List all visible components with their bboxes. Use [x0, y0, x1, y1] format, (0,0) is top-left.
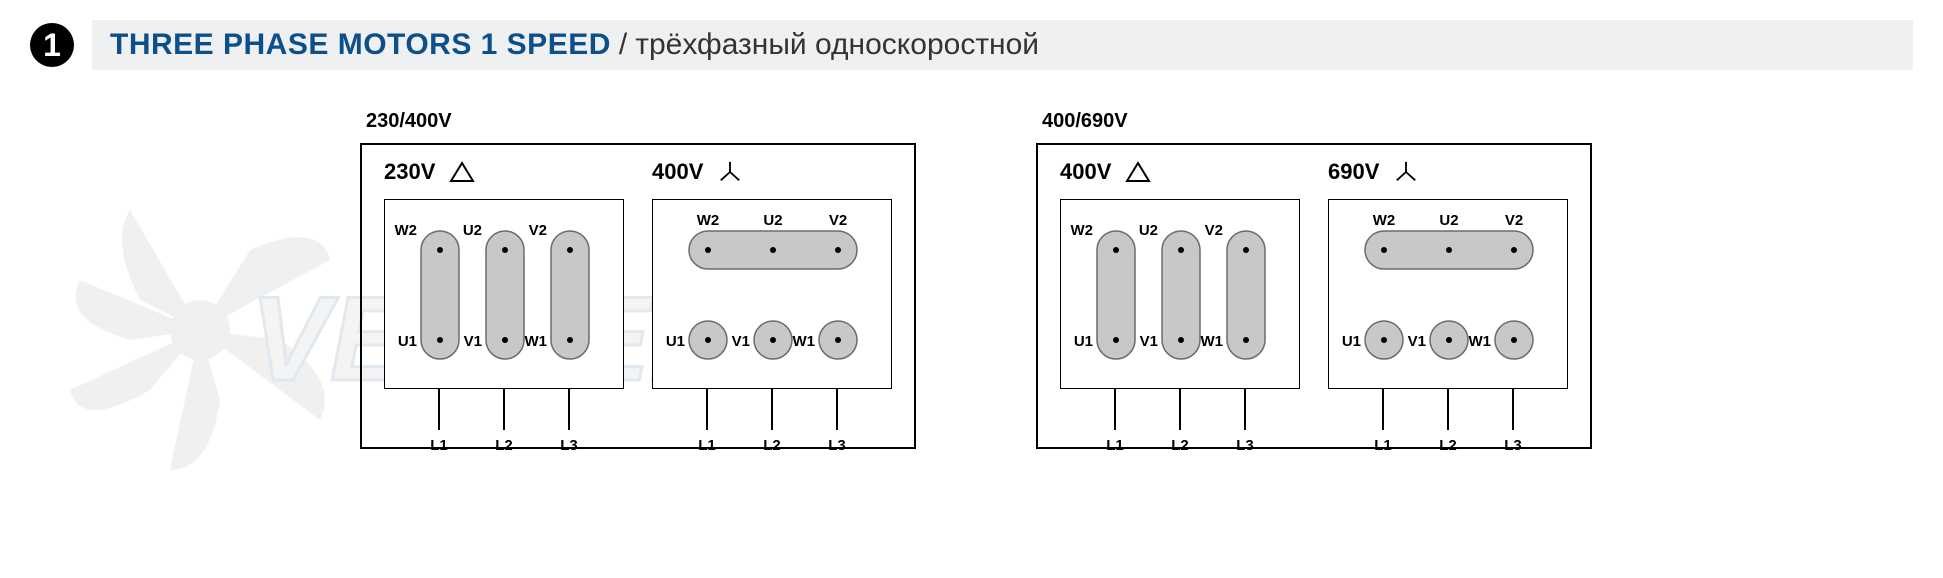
pair-box: 400V W2 U1 U2 V1 V2 W1 L1L2L3 690V W2 U1 U2 V1 V2 W1…: [1036, 143, 1592, 449]
svg-text:U2: U2: [463, 222, 482, 239]
svg-text:V1: V1: [1140, 333, 1158, 350]
star-icon: [717, 160, 743, 184]
config-voltage: 400V: [652, 159, 703, 185]
wires-svg: L1 L2 L3: [1328, 388, 1568, 454]
terminal-box: W2 U1 U2 V1 V2 W1: [1060, 199, 1300, 389]
terminal-box: W2 U1 U2 V1 V2 W1: [1328, 199, 1568, 389]
config-card: 400V W2 U1 U2 V1 V2 W1 L1L2L3: [1060, 159, 1300, 433]
wires-svg: L1 L2 L3: [384, 388, 624, 454]
terminal-svg: W2 U1 U2 V1 V2 W1: [653, 200, 893, 390]
svg-text:W1: W1: [1201, 333, 1224, 350]
config-header: 400V: [1060, 159, 1300, 185]
svg-text:V2: V2: [1505, 212, 1523, 229]
terminal-svg: W2 U1 U2 V1 V2 W1: [1061, 200, 1301, 390]
terminal-box: W2 U1 U2 V1 V2 W1: [384, 199, 624, 389]
svg-text:L1: L1: [1374, 437, 1392, 454]
svg-text:L2: L2: [1439, 437, 1457, 454]
svg-text:W2: W2: [395, 222, 418, 239]
svg-text:U1: U1: [1074, 333, 1093, 350]
supply-wires: L1L2L3: [1060, 389, 1300, 433]
svg-text:V1: V1: [1408, 333, 1426, 350]
svg-text:V2: V2: [829, 212, 847, 229]
svg-text:L1: L1: [1106, 437, 1124, 454]
config-card: 690V W2 U1 U2 V1 V2 W1 L1L2L3: [1328, 159, 1568, 433]
svg-text:U2: U2: [1139, 222, 1158, 239]
diagrams-row: 230/400V230V W2U1U2V1V2W1L1L2L3400V W2U1…: [360, 110, 1943, 449]
header-bar: THREE PHASE MOTORS 1 SPEED / трёхфазный …: [92, 20, 1913, 70]
config-header: 400V: [652, 159, 892, 185]
delta-icon: [1125, 161, 1151, 183]
pair-box: 230V W2 U1 U2 V1 V2 W1 L1L2L3 400V W2 U1 U2 V1 V2 W1…: [360, 143, 916, 449]
supply-wires: L1L2L3: [652, 389, 892, 433]
terminal-svg: W2 U1 U2 V1 V2 W1: [385, 200, 625, 390]
star-icon: [1393, 160, 1419, 184]
svg-text:W2: W2: [1071, 222, 1094, 239]
svg-text:W2: W2: [1373, 212, 1396, 229]
svg-text:W1: W1: [793, 333, 816, 350]
svg-text:U1: U1: [1342, 333, 1361, 350]
terminal-box: W2 U1 U2 V1 V2 W1: [652, 199, 892, 389]
title-separator: /: [619, 28, 627, 62]
delta-icon: [449, 161, 475, 183]
wires-svg: L1 L2 L3: [1060, 388, 1300, 454]
config-header: 230V: [384, 159, 624, 185]
voltage-group: 400/690V 400V W2 U1 U2 V1 V2 W1 L1L2L3 690V W2 U1…: [1036, 110, 1592, 449]
svg-text:U2: U2: [1439, 212, 1458, 229]
wires-svg: L1 L2 L3: [652, 388, 892, 454]
svg-text:L3: L3: [1504, 437, 1522, 454]
svg-text:L3: L3: [1236, 437, 1254, 454]
title-main: THREE PHASE MOTORS 1 SPEED: [110, 28, 611, 62]
svg-text:V2: V2: [529, 222, 547, 239]
svg-text:L3: L3: [828, 437, 846, 454]
svg-text:V1: V1: [732, 333, 750, 350]
config-card: 400V W2 U1 U2 V1 V2 W1 L1L2L3: [652, 159, 892, 433]
svg-text:W1: W1: [525, 333, 548, 350]
svg-text:V1: V1: [464, 333, 482, 350]
svg-text:U2: U2: [763, 212, 782, 229]
svg-text:U1: U1: [398, 333, 417, 350]
supply-wires: L1L2L3: [1328, 389, 1568, 433]
svg-text:L2: L2: [495, 437, 513, 454]
svg-text:L2: L2: [763, 437, 781, 454]
svg-text:L3: L3: [560, 437, 578, 454]
svg-text:L1: L1: [430, 437, 448, 454]
voltage-group: 230/400V 230V W2 U1 U2 V1 V2 W1 L1L2L3 400V W2 U1…: [360, 110, 916, 449]
svg-text:L2: L2: [1171, 437, 1189, 454]
config-voltage: 230V: [384, 159, 435, 185]
config-card: 230V W2 U1 U2 V1 V2 W1 L1L2L3: [384, 159, 624, 433]
svg-text:L1: L1: [698, 437, 716, 454]
svg-text:U1: U1: [666, 333, 685, 350]
svg-text:W2: W2: [697, 212, 720, 229]
config-voltage: 400V: [1060, 159, 1111, 185]
terminal-svg: W2 U1 U2 V1 V2 W1: [1329, 200, 1569, 390]
section-number-badge: 1: [30, 23, 74, 67]
supply-wires: L1L2L3: [384, 389, 624, 433]
svg-text:W1: W1: [1469, 333, 1492, 350]
header-row: 1 THREE PHASE MOTORS 1 SPEED / трёхфазны…: [30, 20, 1943, 70]
voltage-group-label: 230/400V: [366, 110, 916, 133]
svg-text:V2: V2: [1205, 222, 1223, 239]
voltage-group-label: 400/690V: [1042, 110, 1592, 133]
config-voltage: 690V: [1328, 159, 1379, 185]
config-header: 690V: [1328, 159, 1568, 185]
title-sub: трёхфазный односкоростной: [635, 28, 1039, 62]
